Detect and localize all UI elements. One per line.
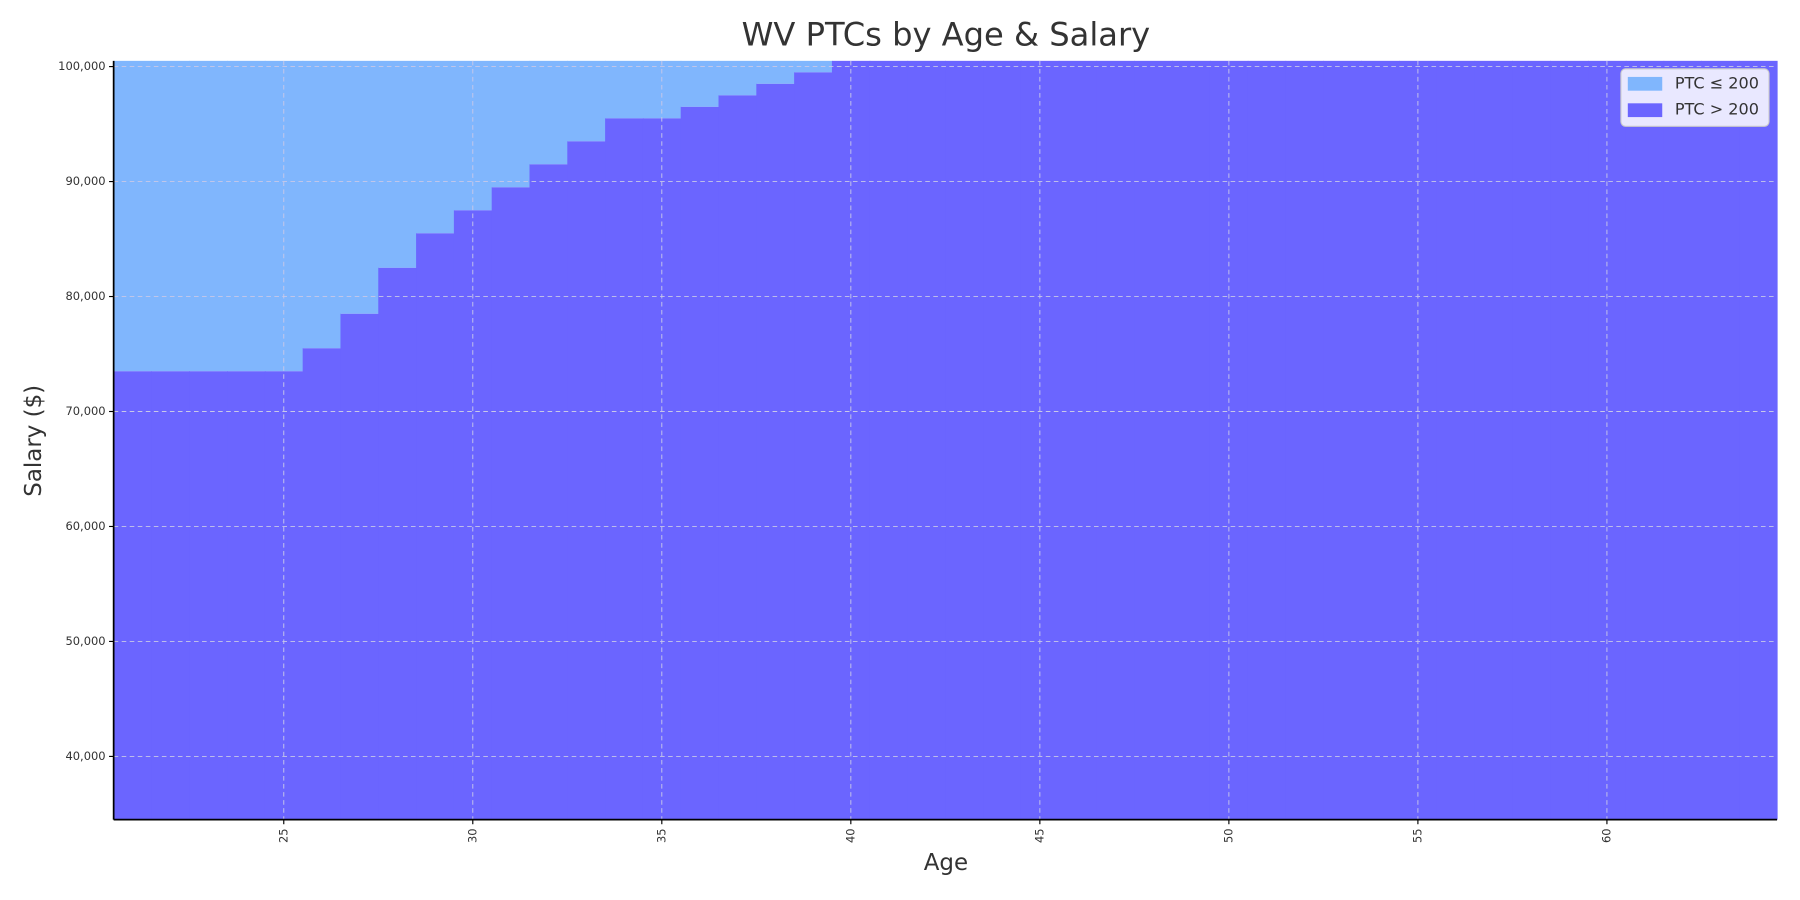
region-cell (567, 141, 606, 820)
region-cell (869, 60, 909, 820)
region-cell (378, 60, 417, 268)
region-cell (491, 187, 531, 820)
region-cell (1172, 60, 1211, 820)
x-tick-label: 45 (1032, 828, 1046, 843)
region-cell (1550, 60, 1589, 820)
region-cell (756, 60, 795, 84)
region-cell (642, 118, 682, 820)
y-tick-label: 60,000 (65, 519, 105, 533)
region-cell (945, 60, 984, 820)
region-cell (189, 60, 228, 372)
legend-label: PTC ≤ 200 (1675, 73, 1759, 92)
legend-label: PTC > 200 (1675, 100, 1759, 119)
region-cell (718, 60, 757, 96)
region-cell (907, 60, 946, 820)
region-cell (302, 60, 342, 349)
region-cell (1058, 60, 1098, 820)
region-cell (491, 60, 531, 188)
region-cell (794, 72, 833, 820)
region-cell (1323, 60, 1362, 820)
region-cell (1663, 60, 1703, 820)
region-cell (113, 371, 153, 820)
region-cell (302, 348, 342, 820)
x-axis-label: Age (924, 850, 968, 876)
region-cell (718, 95, 757, 820)
region-cell (1247, 60, 1287, 820)
y-tick-label: 70,000 (65, 404, 105, 418)
region-cell (1285, 60, 1324, 820)
chart-title: WV PTCs by Age & Salary (742, 16, 1151, 54)
region-cell (1096, 60, 1135, 820)
region-cell (605, 60, 644, 119)
x-tick-label: 35 (654, 828, 668, 843)
region-cell (227, 60, 266, 372)
y-tick-label: 100,000 (58, 59, 105, 73)
region-cell (529, 60, 568, 165)
region-cell (1361, 60, 1400, 820)
x-tick-label: 40 (843, 828, 857, 843)
region-cell (1134, 60, 1173, 820)
region-cell (1474, 60, 1513, 820)
region-cell (151, 60, 190, 372)
y-axis-label: Salary ($) (21, 385, 47, 497)
region-cell (378, 267, 417, 820)
y-tick-label: 50,000 (65, 634, 105, 648)
region-cell (567, 60, 606, 142)
region-cell (189, 371, 228, 820)
legend-swatch (1627, 103, 1663, 118)
y-tick-label: 90,000 (65, 174, 105, 188)
region-cell (1436, 60, 1476, 820)
legend-swatch (1627, 76, 1663, 91)
y-tick-label: 40,000 (65, 749, 105, 763)
region-cell (1625, 60, 1665, 820)
region-cell (151, 371, 190, 820)
region-cell (983, 60, 1022, 820)
region-cell (1512, 60, 1551, 820)
region-cell (227, 371, 266, 820)
region-cell (529, 164, 568, 820)
x-tick-label: 30 (465, 828, 479, 843)
x-tick-label: 55 (1410, 828, 1424, 843)
region-cell (416, 60, 455, 234)
region-cell (340, 313, 379, 820)
region-cell (680, 106, 720, 820)
region-cell (340, 60, 379, 314)
x-tick-label: 60 (1599, 828, 1613, 843)
region-cell (605, 118, 644, 820)
x-tick-label: 50 (1221, 828, 1235, 843)
region-cell (1701, 60, 1740, 820)
region-cell (756, 83, 795, 820)
y-tick-label: 80,000 (65, 289, 105, 303)
region-cell (1739, 60, 1778, 820)
region-cell (680, 60, 720, 107)
region-cell (113, 60, 153, 372)
x-tick-label: 25 (276, 828, 290, 843)
